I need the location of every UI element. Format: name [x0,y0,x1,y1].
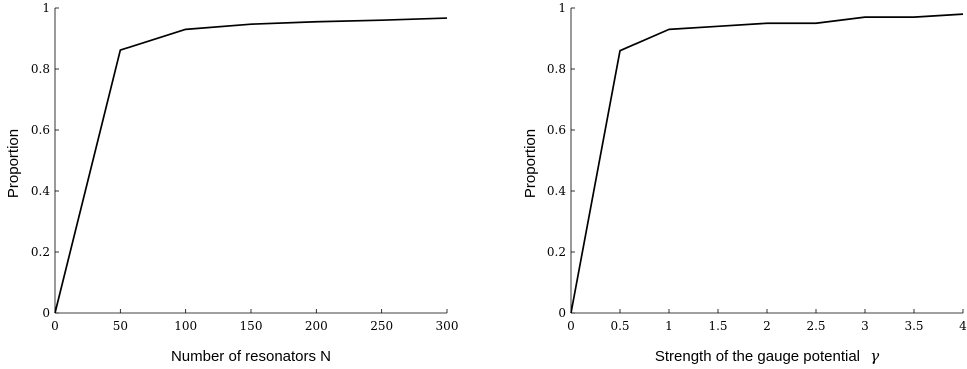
left-chart-x-tick-label: 250 [370,319,393,333]
right-chart-y-tick-label: 0 [558,306,566,320]
left-chart-x-tick-label: 100 [174,319,197,333]
right-chart-y-axis-label: Proportion [522,129,539,198]
left-chart-x-tick-label: 0 [51,319,59,333]
left-chart-series-line [54,17,448,314]
right-chart-x-tick-label: 0 [567,319,575,333]
left-chart-y-tick-label: 0.2 [31,245,50,259]
right-chart-y-tick-label: 0.4 [547,184,566,198]
left-chart-x-axis-label: Number of resonators N [171,348,331,365]
right-chart-x-axis-label-text: Strength of the gauge potential [655,348,860,365]
left-chart-y-tick-label: 0.8 [31,62,50,76]
right-chart-x-tick-label: 4 [959,319,967,333]
left-chart-y-tick-label: 0 [42,306,50,320]
right-chart-x-tick-label: 1.5 [708,319,727,333]
right-chart-x-axis-label: Strength of the gauge potential γ [655,347,879,365]
left-chart-x-tick-label: 300 [436,319,459,333]
right-chart: Strength of the gauge potential γ Propor… [522,1,967,365]
right-chart-x-tick-label: 1 [665,319,673,333]
right-chart-series-line [570,13,964,314]
left-chart-y-axis-label: Proportion [5,129,22,198]
left-chart-y-tick-label: 0.4 [31,184,50,198]
right-chart-x-axis-label-symbol: γ [870,347,879,365]
left-chart-x-tick-label: 150 [240,319,263,333]
left-chart-y-tick-label: 1 [42,1,50,15]
left-chart-x-tick-label: 50 [113,319,128,333]
right-chart-y-tick-label: 0.6 [547,123,566,137]
left-chart: Number of resonators N Proportion 0 50 100… [5,1,458,365]
right-chart-y-tick-label: 0.8 [547,62,566,76]
right-chart-x-tick-label: 0.5 [610,319,629,333]
right-chart-y-tick-label: 0.2 [547,245,566,259]
right-chart-x-tick-label: 2 [763,319,771,333]
right-chart-x-tick-label: 2.5 [806,319,825,333]
right-chart-x-tick-label: 3 [861,319,869,333]
left-chart-x-tick-label: 200 [305,319,328,333]
right-chart-y-tick-label: 1 [558,1,566,15]
right-chart-x-tick-label: 3.5 [904,319,923,333]
left-chart-y-tick-label: 0.6 [31,123,50,137]
